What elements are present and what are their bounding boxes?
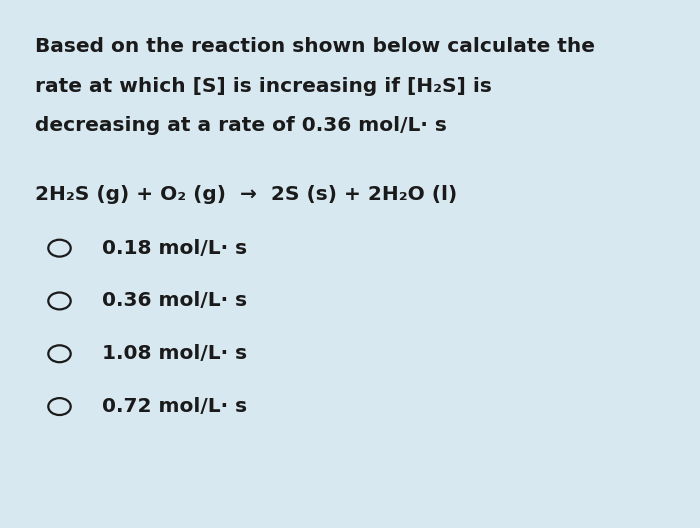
Text: 0.36 mol/L· s: 0.36 mol/L· s	[102, 291, 246, 310]
Text: 2H₂S (g) + O₂ (g)  →  2S (s) + 2H₂O (l): 2H₂S (g) + O₂ (g) → 2S (s) + 2H₂O (l)	[35, 185, 457, 204]
Text: decreasing at a rate of 0.36 mol/L· s: decreasing at a rate of 0.36 mol/L· s	[35, 116, 447, 135]
Text: 1.08 mol/L· s: 1.08 mol/L· s	[102, 344, 246, 363]
Text: 0.72 mol/L· s: 0.72 mol/L· s	[102, 397, 246, 416]
Text: 0.18 mol/L· s: 0.18 mol/L· s	[102, 239, 246, 258]
Text: Based on the reaction shown below calculate the: Based on the reaction shown below calcul…	[35, 37, 595, 56]
Text: rate at which [S] is increasing if [H₂S] is: rate at which [S] is increasing if [H₂S]…	[35, 77, 492, 96]
